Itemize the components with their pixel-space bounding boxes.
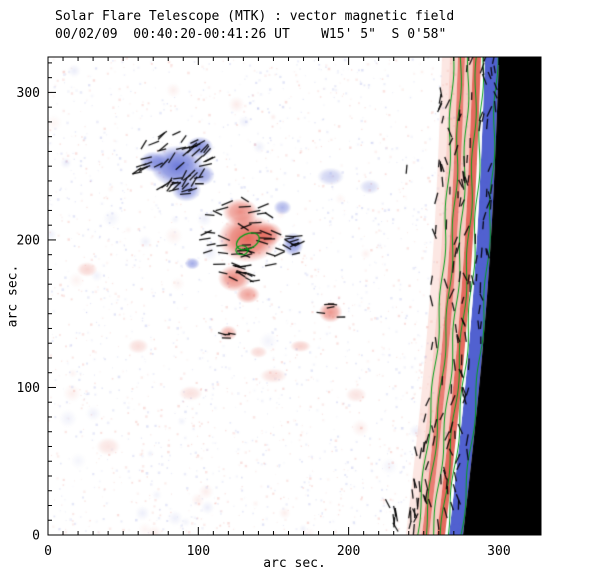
y-tick-label: 300 (17, 86, 40, 101)
y-tick-label: 100 (17, 381, 40, 396)
y-tick-label: 0 (32, 529, 40, 544)
tick-labels: 0 100 200 300 0 100 200 300 (17, 86, 511, 559)
x-axis-title: arc sec. (263, 556, 326, 571)
plot-subtitle: 00/02/09 00:40:20-00:41:26 UT W15' 5" S … (55, 27, 447, 42)
x-tick-label: 200 (337, 544, 360, 559)
y-tick-label: 200 (17, 233, 40, 248)
y-axis-title: arc sec. (5, 264, 21, 328)
plot-frame (47, 56, 542, 536)
x-tick-label: 100 (187, 544, 210, 559)
x-tick-label: 0 (44, 544, 52, 559)
x-tick-label: 300 (487, 544, 510, 559)
plot-title: Solar Flare Telescope (MTK) : vector mag… (55, 9, 455, 24)
